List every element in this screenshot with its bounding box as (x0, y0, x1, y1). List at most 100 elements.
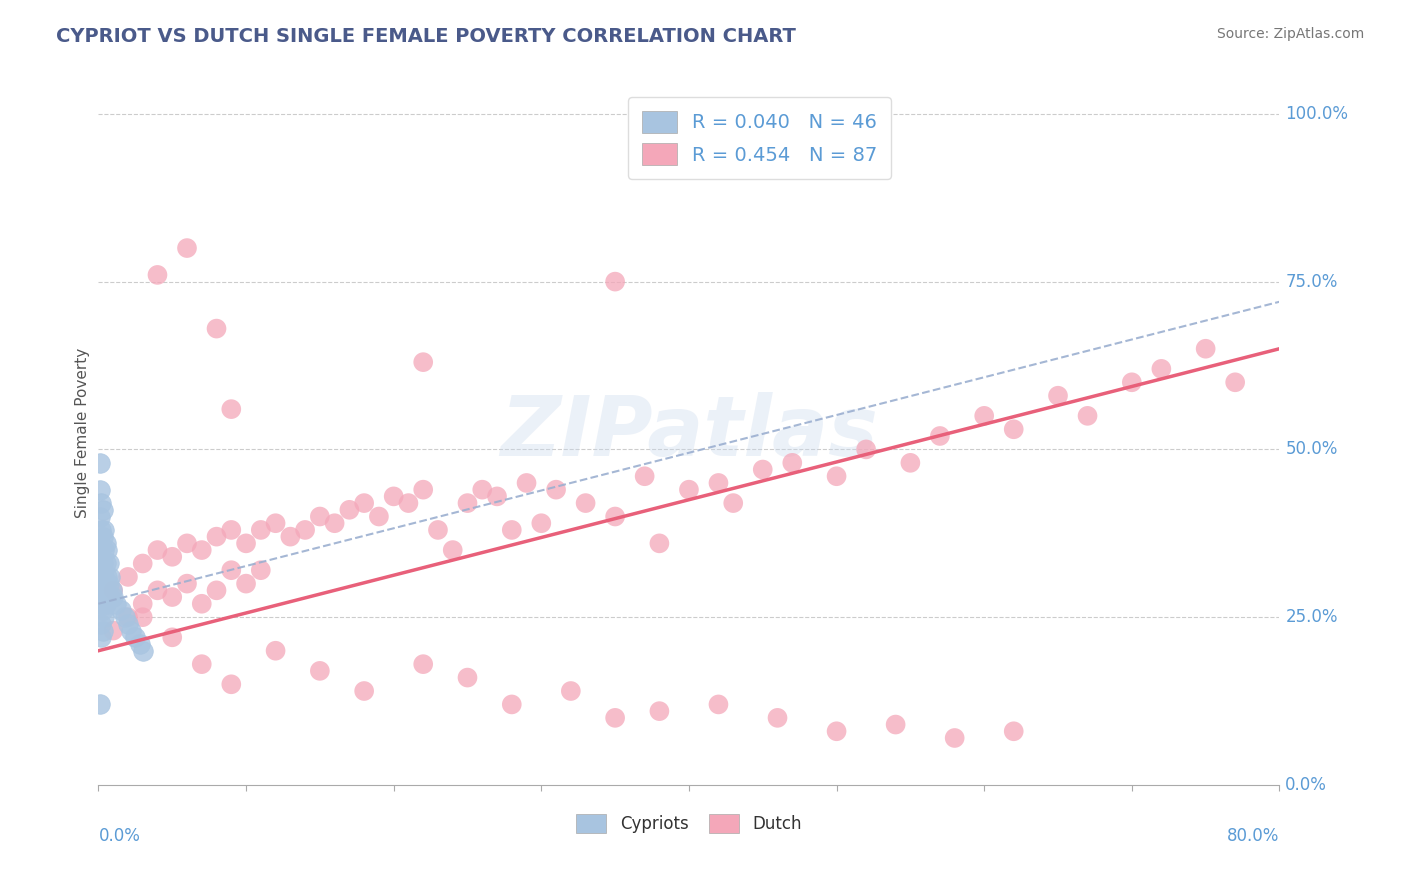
Point (91, 624, 114, 638)
Point (1002, 724, 1025, 739)
Point (250, 523, 273, 537)
Point (634, 469, 657, 483)
Text: CYPRIOT VS DUTCH SINGLE FEMALE POVERTY CORRELATION CHART: CYPRIOT VS DUTCH SINGLE FEMALE POVERTY C… (56, 27, 796, 45)
Point (94, 536, 117, 550)
Point (146, 583, 169, 598)
Text: Source: ZipAtlas.com: Source: ZipAtlas.com (1216, 27, 1364, 41)
Point (309, 664, 332, 678)
Point (205, 583, 228, 598)
Point (752, 462, 775, 476)
Text: 0.0%: 0.0% (1285, 776, 1327, 794)
Legend: Cypriots, Dutch: Cypriots, Dutch (569, 807, 808, 840)
Point (605, 509, 627, 524)
Point (90, 616, 112, 631)
Text: 0.0%: 0.0% (98, 827, 141, 846)
Point (89, 456, 111, 470)
Point (973, 409, 995, 423)
Point (1077, 409, 1099, 423)
Point (93, 610, 115, 624)
Point (235, 576, 257, 591)
Point (546, 483, 568, 497)
Point (353, 684, 375, 698)
Point (132, 644, 155, 658)
Point (264, 516, 287, 531)
Point (368, 509, 391, 524)
Point (235, 536, 257, 550)
Point (117, 616, 139, 631)
Point (93, 523, 115, 537)
Point (94, 576, 117, 591)
Point (105, 597, 128, 611)
Point (162, 590, 183, 604)
Point (457, 496, 479, 510)
Point (96, 543, 118, 558)
Point (90, 523, 112, 537)
Point (530, 516, 553, 531)
Point (94, 597, 117, 611)
Point (98, 570, 121, 584)
Point (501, 698, 523, 712)
Point (191, 657, 214, 672)
Point (93, 570, 115, 584)
Point (353, 496, 375, 510)
Point (825, 724, 848, 739)
Point (929, 429, 952, 443)
Point (1150, 362, 1173, 376)
Text: 75.0%: 75.0% (1285, 273, 1337, 291)
Point (132, 597, 155, 611)
Point (339, 503, 361, 517)
Point (605, 275, 627, 289)
Point (94, 557, 117, 571)
Y-axis label: Single Female Poverty: Single Female Poverty (75, 348, 90, 517)
Point (382, 489, 405, 503)
Point (110, 603, 132, 617)
Point (441, 543, 464, 558)
Text: 80.0%: 80.0% (1227, 827, 1279, 846)
Point (1225, 376, 1247, 390)
Point (221, 677, 243, 691)
Point (766, 711, 789, 725)
Point (221, 523, 243, 537)
Point (146, 268, 169, 282)
Point (280, 530, 302, 544)
Point (264, 644, 287, 658)
Point (97, 576, 120, 591)
Point (146, 543, 169, 558)
Point (782, 456, 804, 470)
Point (427, 523, 450, 537)
Point (162, 630, 183, 644)
Point (103, 624, 125, 638)
Point (89, 483, 111, 497)
Point (486, 489, 509, 503)
Point (398, 496, 420, 510)
Point (162, 549, 183, 564)
Point (309, 509, 332, 524)
Point (176, 536, 198, 550)
Point (128, 637, 150, 651)
Point (89, 509, 111, 524)
Point (124, 630, 146, 644)
Point (323, 516, 346, 531)
Point (943, 731, 966, 745)
Point (1002, 422, 1025, 436)
Point (825, 469, 848, 483)
Point (176, 576, 198, 591)
Point (89, 698, 111, 712)
Point (89, 536, 111, 550)
Point (96, 570, 118, 584)
Text: 100.0%: 100.0% (1285, 105, 1348, 123)
Point (900, 456, 922, 470)
Point (707, 475, 730, 490)
Point (91, 557, 114, 571)
Point (91, 530, 114, 544)
Point (516, 475, 538, 490)
Point (855, 442, 877, 457)
Point (90, 597, 112, 611)
Point (501, 523, 523, 537)
Point (103, 590, 125, 604)
Point (1195, 342, 1218, 356)
Point (103, 583, 125, 598)
Point (191, 597, 214, 611)
Point (412, 657, 434, 672)
Point (98, 590, 121, 604)
